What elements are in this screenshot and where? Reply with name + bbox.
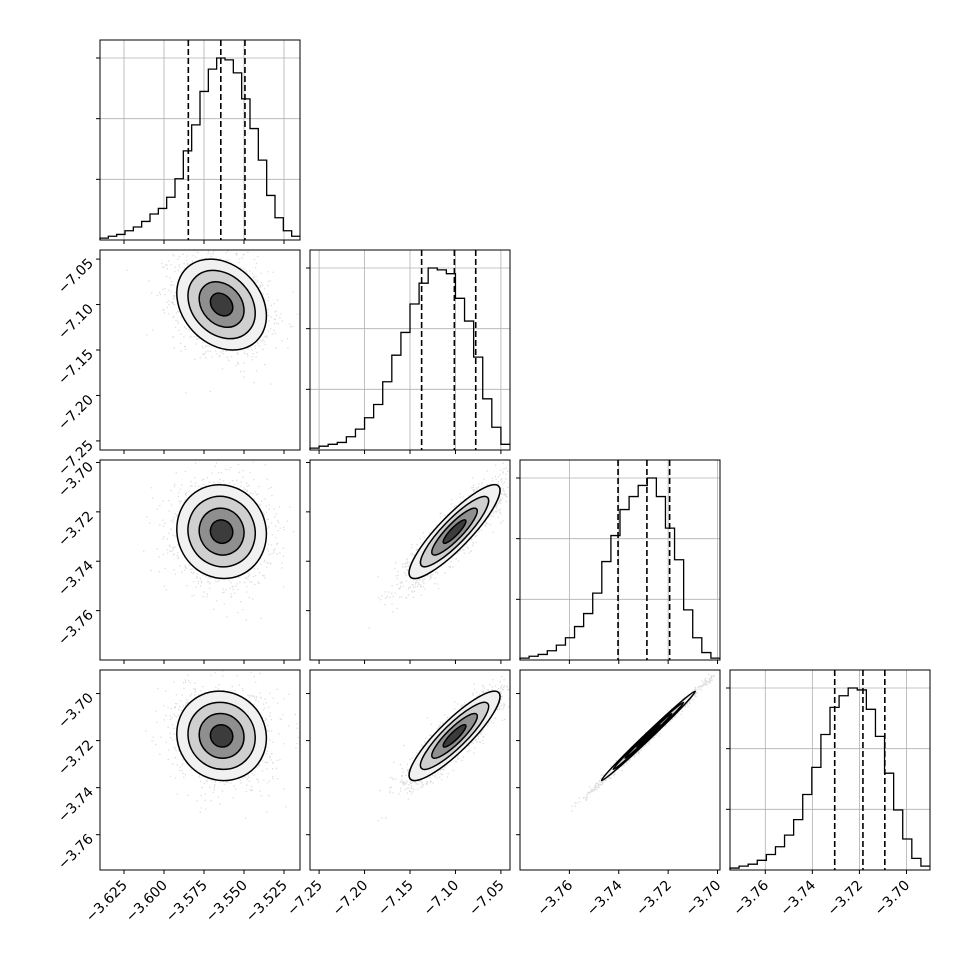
density-level xyxy=(636,724,661,748)
contour-line xyxy=(408,483,501,580)
contour-line xyxy=(419,701,490,771)
contour-line xyxy=(442,519,467,545)
x-tick-label: −3.70 xyxy=(683,878,725,920)
x-tick-label: −3.72 xyxy=(633,878,675,920)
x-tick-label: −3.74 xyxy=(584,877,626,919)
scatter-panel-2-3 xyxy=(519,669,721,871)
scatter-panel-1-3 xyxy=(309,669,511,871)
histogram-step xyxy=(99,57,300,240)
density-level xyxy=(210,724,233,748)
scatter-panel-0-3 xyxy=(99,669,301,871)
histogram-step xyxy=(309,267,510,450)
y-tick-label: −3.70 xyxy=(55,690,97,732)
contour-line xyxy=(635,723,661,748)
panel-frame xyxy=(519,669,721,871)
x-tick-label: −7.15 xyxy=(375,878,417,920)
x-tick-label: −3.76 xyxy=(535,877,577,919)
contour-line xyxy=(408,690,501,782)
x-tick-label: −3.625 xyxy=(83,878,131,926)
x-tick-label: −3.550 xyxy=(203,878,251,926)
y-tick-label: −3.76 xyxy=(55,607,97,649)
scatter-panel-0-1 xyxy=(99,249,301,451)
density-level xyxy=(443,724,466,748)
contour-line xyxy=(176,258,268,351)
x-tick-label: −7.20 xyxy=(330,878,372,920)
contour-line xyxy=(176,483,268,580)
scatter-panel-1-2 xyxy=(309,459,511,661)
y-tick-label: −3.74 xyxy=(55,558,97,600)
contour-line xyxy=(176,690,268,782)
panel-background xyxy=(520,460,720,660)
panel-frame xyxy=(519,459,721,661)
contour-line xyxy=(209,519,234,545)
sample-points xyxy=(368,462,510,629)
contour-line xyxy=(209,723,234,748)
x-tick-label: −7.05 xyxy=(466,878,508,920)
contour-line xyxy=(612,701,685,771)
panel-frame xyxy=(99,669,301,871)
contour-line xyxy=(187,495,256,568)
panel-frame xyxy=(99,39,301,241)
x-tick-label: −3.70 xyxy=(872,878,914,920)
density-level xyxy=(210,293,233,316)
contour-line xyxy=(624,712,673,759)
contour-line xyxy=(600,690,697,782)
contour-line xyxy=(198,507,245,556)
histogram-panel-3 xyxy=(726,669,931,871)
contour-line xyxy=(431,507,479,556)
y-tick-label: −7.20 xyxy=(55,392,97,434)
x-tick-label: −7.10 xyxy=(421,878,463,920)
contour-line xyxy=(198,712,245,759)
y-tick-label: −3.74 xyxy=(55,784,97,826)
scatter-panel-0-2 xyxy=(99,459,301,661)
contour-line xyxy=(187,269,256,340)
contour-line xyxy=(209,292,234,317)
x-tick-label: −3.72 xyxy=(825,878,867,920)
panel-frame xyxy=(99,459,301,661)
histogram-step xyxy=(729,687,930,870)
contour-line xyxy=(198,281,245,329)
y-tick-label: −7.10 xyxy=(55,301,97,343)
panel-background xyxy=(730,670,930,870)
x-tick-label: −7.25 xyxy=(284,878,326,920)
y-tick-label: −7.15 xyxy=(55,347,97,389)
y-tick-label: −3.72 xyxy=(55,508,97,550)
y-tick-label: −7.05 xyxy=(55,256,97,298)
panel-frame xyxy=(729,669,931,871)
x-tick-label: −3.575 xyxy=(163,878,211,926)
x-tick-label: −3.525 xyxy=(243,878,291,926)
histogram-panel-0 xyxy=(96,39,301,241)
x-tick-label: −3.76 xyxy=(730,877,772,919)
histogram-panel-1 xyxy=(306,249,511,451)
contour-line xyxy=(419,495,490,568)
density-level xyxy=(443,519,466,544)
contour-line xyxy=(442,723,467,748)
histogram-panel-2 xyxy=(516,459,721,661)
x-tick-label: −3.74 xyxy=(778,877,820,919)
histogram-step xyxy=(519,477,720,660)
x-tick-label: −3.600 xyxy=(123,878,171,926)
contour-line xyxy=(431,712,479,759)
y-tick-label: −3.76 xyxy=(55,831,97,873)
y-tick-label: −3.72 xyxy=(55,737,97,779)
density-level xyxy=(210,519,233,544)
panel-background xyxy=(100,40,300,240)
contour-line xyxy=(187,701,256,771)
